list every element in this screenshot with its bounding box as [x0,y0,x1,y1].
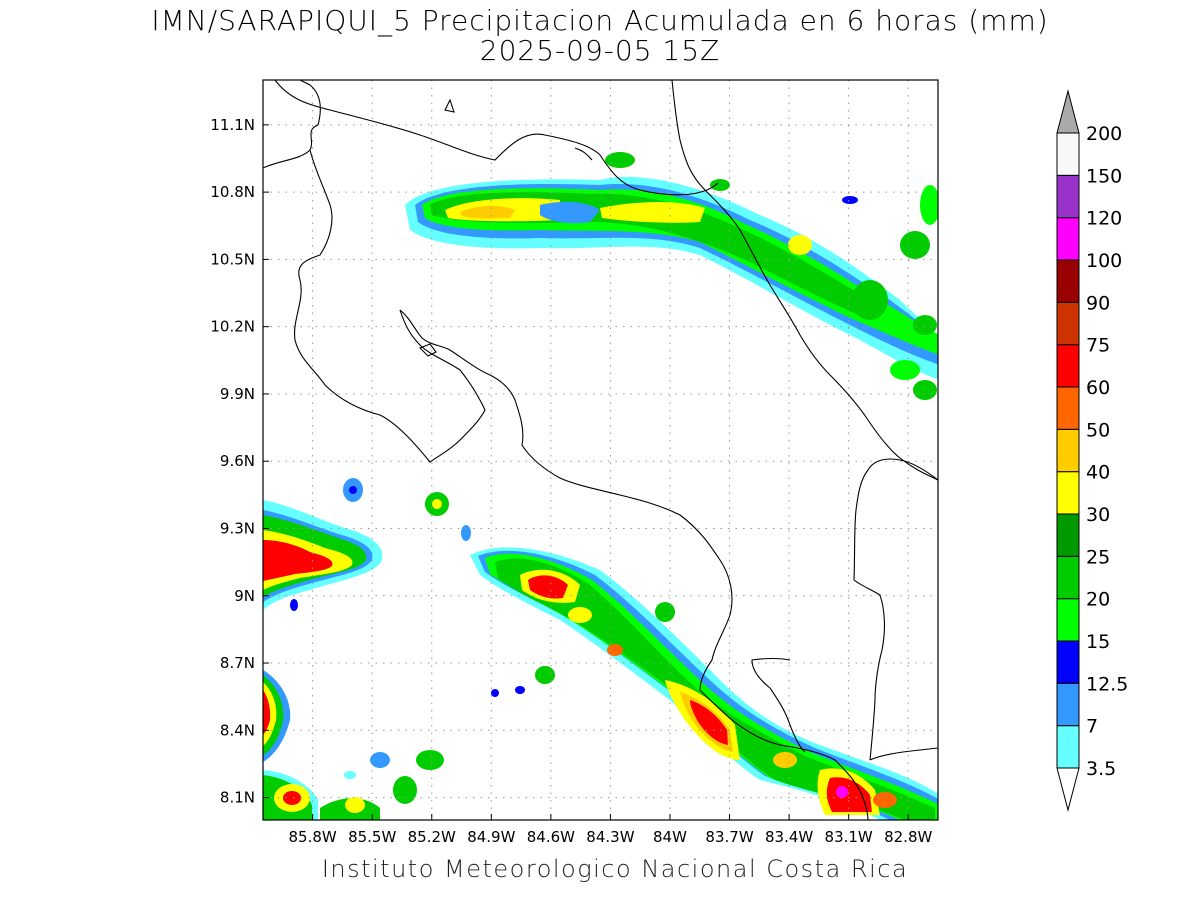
rain-band-south [425,492,938,820]
colorbar-max-arrow [1056,89,1080,134]
coast-east-segment [869,747,938,761]
lat-tick-label: 9.9N [220,385,255,403]
graticule-grid [263,80,938,820]
lat-tick-label: 10.5N [210,250,255,268]
lon-tick-label: 84.9W [467,828,515,846]
colorbar-label: 15 [1086,631,1110,653]
map-subtitle-date: 2025-09-05 15Z [479,34,721,67]
lat-tick-label: 8.7N [220,654,255,672]
colorbar-label: 12.5 [1086,673,1128,695]
longitude-axis: 85.8W 85.5W 85.2W 84.9W 84.6W 84.3W 84W 83.7W 83… [289,814,933,846]
caribbean-coast [671,80,938,481]
lat-tick-label: 11.1N [210,116,255,134]
map-title: IMN/SARAPIQUI_5 Precipitacion Acumulada … [151,4,1049,37]
bocas-del-toro-coast [751,458,938,761]
lat-tick-label: 9N [234,587,255,605]
gulf-island [419,343,437,357]
colorbar-swatch [1056,132,1080,176]
colorbar-swatch [1056,471,1080,515]
colorbar-label: 7 [1086,716,1098,738]
lon-tick-label: 85.2W [408,828,456,846]
lon-tick-label: 85.5W [348,828,396,846]
colorbar-label: 200 [1086,123,1122,145]
lon-tick-label: 82.8W [884,828,932,846]
lat-tick-label: 9.6N [220,452,255,470]
colorbar-swatch [1056,301,1080,346]
credit-text: Instituto Meteorologico Nacional Costa R… [321,855,909,883]
colorbar-swatch [1056,344,1080,388]
colorbar-label: 150 [1086,165,1122,187]
rain-cluster-west [263,478,444,820]
colorbar-swatch [1056,725,1080,769]
lat-tick-label: 10.8N [210,183,255,201]
lon-tick-label: 83.7W [705,828,753,846]
lat-tick-label: 8.4N [220,721,255,739]
lon-tick-label: 84.6W [527,828,575,846]
colorbar-label: 100 [1086,250,1122,272]
lat-tick-label: 8.1N [220,789,255,807]
colorbar-label: 3.5 [1086,758,1116,780]
colorbar-swatch [1056,682,1080,727]
pacific-coast-north [263,80,486,463]
costa-rica-panama-border [699,689,869,820]
colorbar-swatch [1056,555,1080,600]
colorbar-swatch [1056,386,1080,430]
colorbar-swatch [1056,217,1080,261]
colorbar-label: 20 [1086,589,1110,611]
nicoya-gulf-coast [399,309,733,691]
colorbar-swatch [1056,259,1080,303]
colorbar-label: 30 [1086,504,1110,526]
precipitation-field [263,152,938,820]
latitude-axis: 8.1N 8.4N 8.7N 9N 9.3N 9.6N 9.9N 10.2N 10.5N 10.8… [210,116,269,807]
nicaragua-costa-rica-border [274,80,719,196]
colorbar-label: 50 [1086,419,1110,441]
lon-tick-label: 85.8W [289,828,337,846]
colorbar-label: 40 [1086,462,1110,484]
lat-tick-label: 10.2N [210,318,255,336]
colorbar-label: 120 [1086,208,1122,230]
colorbar: 3.5 7 12.5 15 20 25 30 40 50 60 75 90 100 120 150 200 [1056,89,1128,812]
colorbar-label: 25 [1086,546,1110,568]
lon-tick-label: 83.1W [825,828,873,846]
colorbar-swatch [1056,640,1080,684]
colorbar-swatch [1056,428,1080,473]
lake-island [444,98,455,113]
lat-tick-label: 9.3N [220,519,255,537]
colorbar-swatch [1056,174,1080,219]
colorbar-label: 60 [1086,377,1110,399]
colorbar-min-arrow [1056,767,1080,812]
lon-tick-label: 84W [653,828,687,846]
lon-tick-label: 83.4W [765,828,813,846]
coast-bay-fragment [574,147,593,161]
colorbar-swatch [1056,513,1080,557]
plot-frame [262,79,939,821]
colorbar-swatch [1056,598,1080,642]
lon-tick-label: 84.3W [586,828,634,846]
coastline-borders [263,80,938,820]
colorbar-label: 90 [1086,292,1110,314]
rain-band-north [405,152,938,400]
colorbar-label: 75 [1086,335,1110,357]
